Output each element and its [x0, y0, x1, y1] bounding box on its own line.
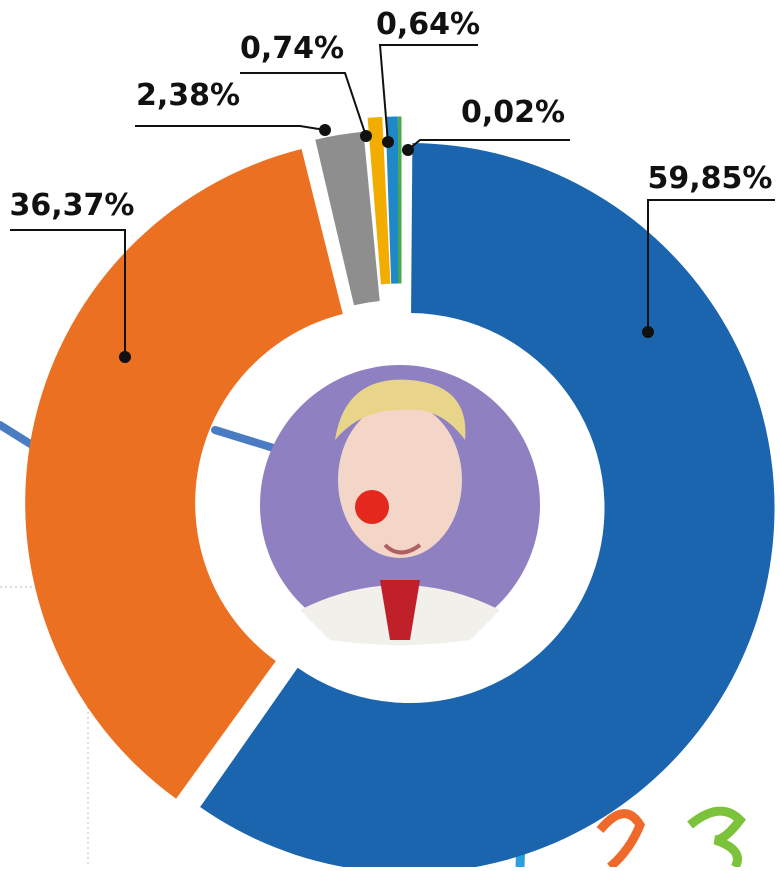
leader-dot: [402, 144, 414, 156]
value-label: 2,38%: [136, 78, 240, 113]
leader-dot: [360, 130, 372, 142]
leader-dot: [119, 351, 131, 363]
chart: 59,85% 36,37% 2,38%0,74% 0,64% 0,02%: [0, 0, 780, 867]
center-photo: [260, 365, 540, 645]
value-label: 0,64%: [376, 7, 480, 42]
leader-dot: [319, 124, 331, 136]
value-label: 36,37%: [10, 188, 135, 223]
page: {"chart_data": {"type": "donut", "catego…: [0, 0, 780, 867]
leader-dot: [382, 136, 394, 148]
leader-line: [135, 126, 325, 130]
value-label: 0,02%: [461, 95, 565, 130]
value-label: 0,74%: [240, 31, 344, 66]
value-label: 59,85%: [648, 161, 773, 196]
leader-dot: [642, 326, 654, 338]
